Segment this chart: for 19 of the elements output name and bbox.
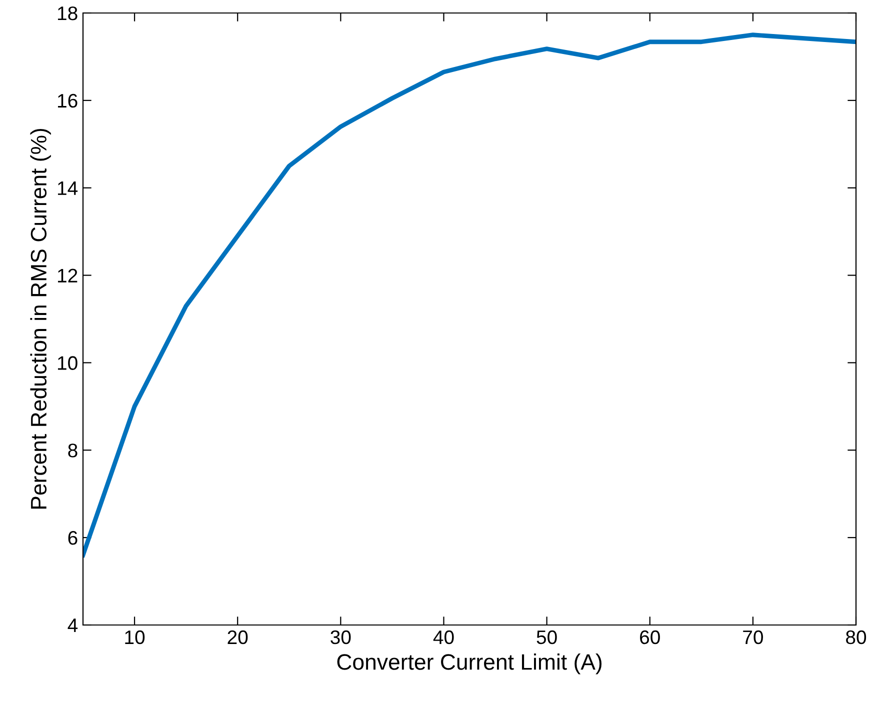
y-tick-label: 14 — [58, 182, 78, 195]
line-series — [83, 32, 856, 558]
y-tick-label: 4 — [68, 618, 78, 632]
x-tick-label: 40 — [433, 630, 454, 644]
y-tick-label: 10 — [58, 356, 78, 370]
x-tick-label: 60 — [640, 630, 660, 644]
x-tick-label: 10 — [125, 630, 145, 644]
y-tick-label: 8 — [68, 444, 78, 458]
y-tick-label: 12 — [58, 268, 78, 282]
x-tick-label: 20 — [228, 630, 248, 644]
y-tick-label: 6 — [68, 531, 78, 545]
y-tick-label: 18 — [58, 6, 78, 20]
x-axis-title: Converter Current Limit (A) — [337, 654, 602, 674]
y-tick-label: 16 — [58, 94, 78, 108]
x-tick-label: 80 — [846, 630, 866, 644]
x-tick-label: 50 — [536, 630, 557, 644]
x-tick-label: 30 — [330, 630, 351, 644]
x-tick-label: 70 — [743, 630, 763, 644]
y-axis-title: Percent Reduction in RMS Current (%) — [30, 128, 51, 509]
